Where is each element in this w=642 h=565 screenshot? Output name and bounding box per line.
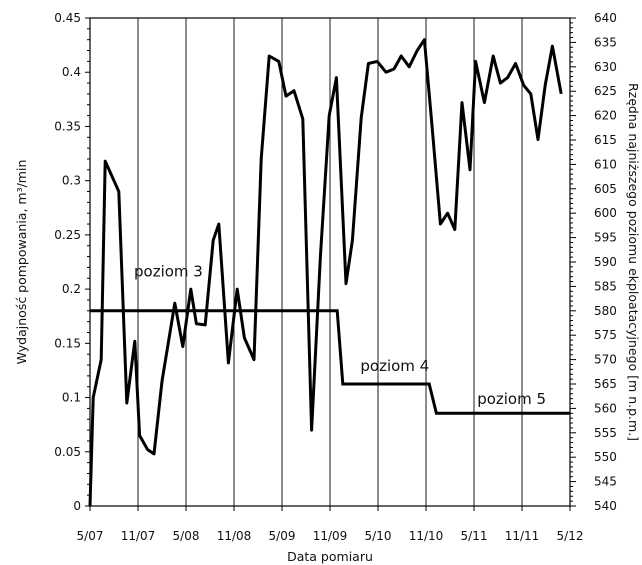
y-tick-label-right: 605 — [594, 182, 617, 196]
grid — [137, 18, 523, 506]
y-axis-title-left: Wydajność pompowania, m³/min — [14, 160, 29, 365]
y-tick-label-right: 555 — [594, 426, 617, 440]
series-line-right — [90, 309, 570, 415]
x-tick-label: 11/10 — [409, 529, 444, 543]
y-tick-label-right: 570 — [594, 353, 617, 367]
y-tick-label-right: 560 — [594, 401, 617, 415]
y-tick-label-right: 545 — [594, 475, 617, 489]
y-tick-label-right: 585 — [594, 279, 617, 293]
x-tick-label: 5/11 — [461, 529, 488, 543]
x-tick-label: 5/08 — [173, 529, 200, 543]
y-tick-label-right: 620 — [594, 109, 617, 123]
y-tick-label-right: 595 — [594, 231, 617, 245]
annotation-label: poziom 4 — [360, 357, 429, 375]
annotation-label: poziom 3 — [134, 263, 203, 281]
y-tick-label-left: 0.35 — [54, 119, 81, 133]
y-axis-right: 540 545 550 555 560 565 570 575 580 585 590 595 600 6… — [570, 11, 617, 513]
x-tick-label: 11/09 — [313, 529, 348, 543]
y-tick-label-left: 0.45 — [54, 11, 81, 25]
y-tick-label-right: 590 — [594, 255, 617, 269]
y-tick-label-right: 625 — [594, 84, 617, 98]
y-tick-label-right: 640 — [594, 11, 617, 25]
x-tick-label: 5/07 — [77, 529, 104, 543]
y-tick-label-right: 550 — [594, 450, 617, 464]
x-tick-label: 5/10 — [365, 529, 392, 543]
y-axis-title-right: Rzędna najniższego poziomu ekploatacyjne… — [626, 83, 641, 441]
series-line-left — [88, 38, 563, 507]
annotations: poziom 3 poziom 4 poziom 5 — [134, 263, 546, 408]
y-tick-label-left: 0.3 — [62, 174, 81, 188]
y-tick-label-left: 0.15 — [54, 336, 81, 350]
x-tick-label: 11/11 — [505, 529, 540, 543]
x-tick-label: 11/08 — [217, 529, 252, 543]
y-tick-label-left: 0.05 — [54, 445, 81, 459]
y-tick-label-right: 615 — [594, 133, 617, 147]
y-tick-label-right: 600 — [594, 206, 617, 220]
y-tick-label-left: 0.2 — [62, 282, 81, 296]
y-tick-label-right: 565 — [594, 377, 617, 391]
y-tick-label-right: 540 — [594, 499, 617, 513]
y-tick-label-left: 0.25 — [54, 228, 81, 242]
y-tick-label-left: 0 — [73, 499, 81, 513]
y-tick-label-right: 575 — [594, 328, 617, 342]
y-tick-label-right: 635 — [594, 35, 617, 49]
y-tick-label-left: 0.1 — [62, 391, 81, 405]
x-tick-label: 11/07 — [121, 529, 156, 543]
annotation-label: poziom 5 — [477, 390, 546, 408]
y-tick-label-right: 630 — [594, 60, 617, 74]
x-axis-title: Data pomiaru — [287, 549, 373, 564]
x-tick-label: 5/09 — [269, 529, 296, 543]
y-tick-label-right: 610 — [594, 157, 617, 171]
y-tick-label-right: 580 — [594, 304, 617, 318]
plot-area — [88, 38, 570, 507]
x-axis: 5/07 11/07 5/08 11/08 5/09 11/09 5/10 11/10 5/11… — [77, 506, 584, 543]
y-axis-left: 0 0.05 0.1 0.15 0.2 0.25 0.3 0.35 0.4 0.45 — [54, 11, 90, 513]
x-tick-label: 5/12 — [557, 529, 584, 543]
y-tick-label-left: 0.4 — [62, 65, 81, 79]
